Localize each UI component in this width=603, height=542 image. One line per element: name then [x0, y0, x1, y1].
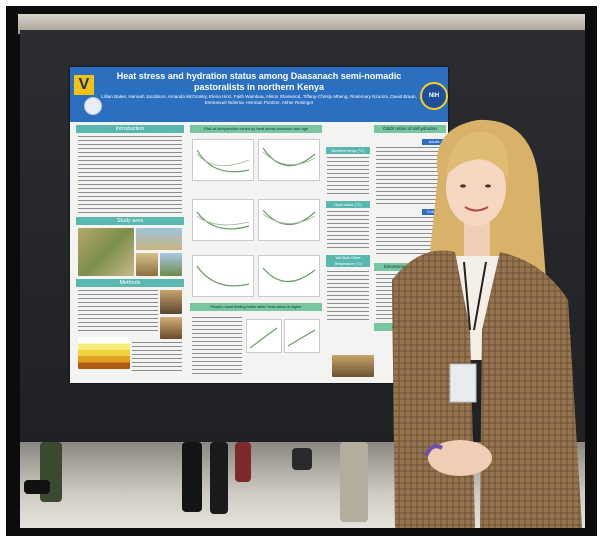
methods-text [78, 290, 158, 334]
attendee-leg [24, 480, 50, 494]
section-risk-plot: Risk of dehydration varies by heat stres… [190, 125, 322, 133]
section-odds-ratios: Odds ratios of dehydration [374, 125, 446, 133]
risk-plot [258, 255, 320, 297]
attendee-leg [210, 442, 228, 514]
university-logo: V [74, 75, 94, 95]
methods-photo [160, 290, 182, 314]
section-ambient-temp: Ambient temp (°C) [326, 147, 370, 154]
attendee-leg [235, 442, 251, 482]
section-wbgt: Wet Bulb Globe Temperature (°C) [326, 255, 370, 267]
acknowledgement-photo [332, 355, 374, 377]
methods-photo [160, 317, 182, 339]
poster-authors: Lillian Baker, Hannah Jacobson, Amanda M… [101, 94, 417, 105]
urine-color-chart [78, 337, 130, 369]
risk-plot [258, 199, 320, 241]
children-label: Children [422, 209, 446, 215]
ambient-text [327, 157, 369, 197]
methods-text [132, 342, 182, 372]
section-methods: Methods [76, 279, 184, 287]
section-heat-index: Heat index (°C) [326, 201, 370, 208]
odds-text [376, 147, 446, 207]
heat-index-text [327, 211, 369, 251]
nih-logo: NIH [420, 82, 448, 110]
risk-plot [192, 255, 254, 297]
attendee-leg [340, 442, 368, 522]
perceived-text [192, 317, 242, 377]
risk-plot [192, 139, 254, 181]
ceiling [18, 14, 585, 34]
risk-plot [258, 139, 320, 181]
poster-title: Heat stress and hydration status among D… [116, 71, 402, 92]
study-area-photo [136, 253, 158, 276]
perceived-plot [246, 319, 282, 353]
poster-header: V Heat stress and hydration status among… [70, 67, 448, 122]
introduction-text [78, 136, 182, 214]
study-area-map [78, 228, 134, 276]
risk-plot [192, 199, 254, 241]
section-perceived-heat: People report feeling hotter when heat s… [190, 303, 322, 311]
section-study-area: Study area [76, 217, 184, 225]
attendee-leg [292, 448, 312, 470]
institution-seal-icon [84, 97, 102, 115]
perceived-plot [284, 319, 320, 353]
adults-label: Adults [422, 139, 446, 145]
study-area-photo [160, 253, 182, 276]
section-introduction: Introduction [76, 125, 184, 133]
wbgt-text [327, 271, 369, 323]
attendee-leg [182, 442, 202, 512]
study-area-photo [136, 228, 182, 250]
